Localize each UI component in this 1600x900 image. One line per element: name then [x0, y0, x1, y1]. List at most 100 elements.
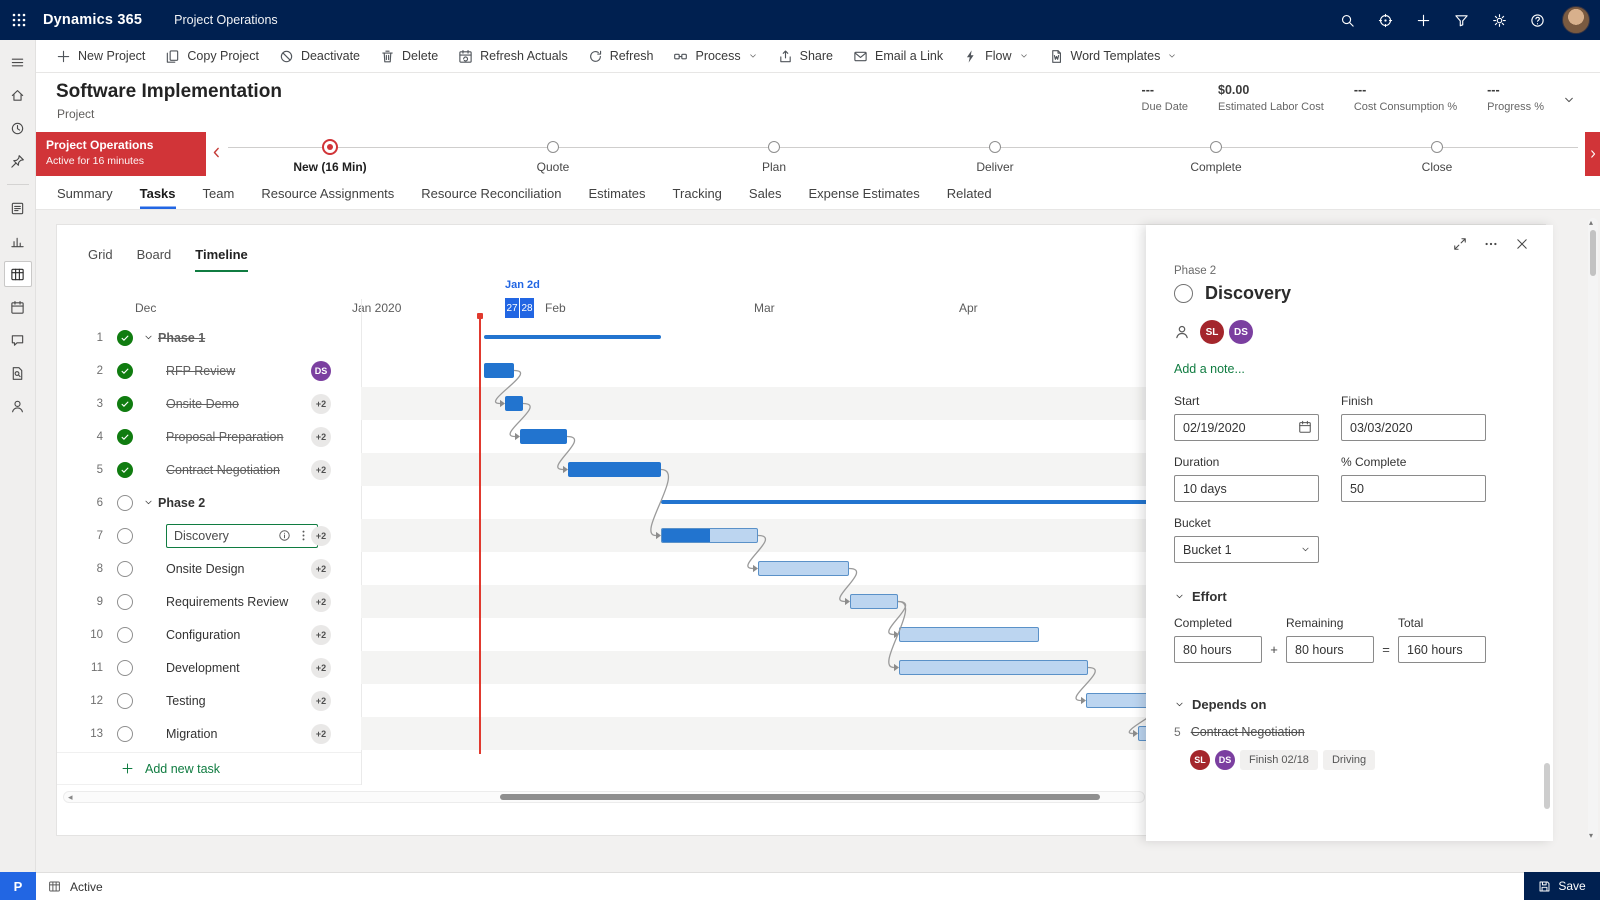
- bpf-stage-plan[interactable]: [768, 141, 780, 153]
- add-new-button[interactable]: [1404, 0, 1442, 40]
- tab-expense-estimates[interactable]: Expense Estimates: [808, 186, 920, 201]
- bpf-active-stage-badge[interactable]: Project Operations Active for 16 minutes: [36, 132, 206, 176]
- cmd-process[interactable]: Process: [663, 43, 767, 69]
- selected-task-box[interactable]: Discovery: [166, 523, 318, 548]
- task-grid-cell-requirements-review[interactable]: 9 Requirements Review +2: [57, 585, 361, 618]
- cmd-refresh-actuals[interactable]: Refresh Actuals: [448, 43, 578, 69]
- waffle-menu-icon[interactable]: [11, 12, 27, 28]
- assignee-avatar-ds[interactable]: DS: [1215, 750, 1235, 770]
- task-grid-cell-discovery[interactable]: 7 Discovery +2: [57, 519, 361, 552]
- scroll-left-arrow[interactable]: ◂: [68, 792, 73, 802]
- view-tab-board[interactable]: Board: [136, 247, 172, 262]
- task-status-circle[interactable]: [117, 560, 133, 577]
- assignee-avatar-ds[interactable]: DS: [1229, 320, 1253, 344]
- help-button[interactable]: [1518, 0, 1556, 40]
- tab-summary[interactable]: Summary: [57, 186, 113, 201]
- sidenav-item-home[interactable]: [4, 82, 32, 108]
- calendar-icon[interactable]: [1298, 420, 1312, 434]
- remaining-hours-input[interactable]: [1286, 636, 1374, 663]
- sidenav-item-dashboards[interactable]: [4, 228, 32, 254]
- sidenav-item-contacts[interactable]: [4, 393, 32, 419]
- settings-gear-button[interactable]: [1480, 0, 1518, 40]
- bpf-stage-quote[interactable]: [547, 141, 559, 153]
- gantt-bar-onsite-design[interactable]: [758, 561, 849, 576]
- gantt-bar-phase-2[interactable]: [661, 500, 1221, 504]
- start-date-input[interactable]: [1174, 414, 1319, 441]
- sidenav-item-approvals[interactable]: [4, 327, 32, 353]
- assignee-overflow-badge[interactable]: +2: [311, 723, 331, 744]
- cmd-word-templates[interactable]: Word Templates: [1039, 43, 1188, 69]
- tab-related[interactable]: Related: [946, 186, 992, 201]
- tab-tasks[interactable]: Tasks: [140, 186, 176, 209]
- brand[interactable]: Dynamics 365: [43, 12, 143, 28]
- assignee-overflow-badge[interactable]: +2: [311, 459, 331, 480]
- scroll-up-arrow[interactable]: ▴: [1589, 218, 1594, 227]
- bpf-stage-new-16-min[interactable]: [322, 139, 338, 155]
- cmd-delete[interactable]: Delete: [370, 43, 448, 69]
- tab-sales[interactable]: Sales: [748, 186, 782, 201]
- percent-complete-input[interactable]: [1341, 475, 1486, 502]
- bpf-stage-deliver[interactable]: [989, 141, 1001, 153]
- assignee-overflow-badge[interactable]: +2: [311, 690, 331, 711]
- tab-resource-assignments[interactable]: Resource Assignments: [261, 186, 395, 201]
- task-status-circle[interactable]: [117, 593, 133, 610]
- search-button[interactable]: [1328, 0, 1366, 40]
- guided-help-button[interactable]: [1366, 0, 1404, 40]
- finish-date-input[interactable]: [1341, 414, 1486, 441]
- expand-panel-icon[interactable]: [1453, 237, 1467, 251]
- gantt-bar-configuration[interactable]: [899, 627, 1039, 642]
- dependency-row[interactable]: 5 Contract Negotiation: [1174, 725, 1529, 739]
- assignee-overflow-badge[interactable]: +2: [311, 525, 331, 546]
- filter-button[interactable]: [1442, 0, 1480, 40]
- user-avatar[interactable]: [1562, 6, 1590, 34]
- tab-estimates[interactable]: Estimates: [588, 186, 646, 201]
- task-complete-check[interactable]: [117, 461, 133, 478]
- gantt-bar-onsite-demo[interactable]: [505, 396, 523, 411]
- bpf-next-stage-button[interactable]: [1585, 132, 1600, 176]
- effort-section-header[interactable]: Effort: [1174, 589, 1529, 604]
- assignee-overflow-badge[interactable]: +2: [311, 558, 331, 579]
- sidenav-item-schedule[interactable]: [4, 195, 32, 221]
- add-new-task-button[interactable]: Add new task: [57, 752, 361, 785]
- cmd-email-a-link[interactable]: Email a Link: [843, 43, 953, 69]
- cmd-flow[interactable]: Flow: [953, 43, 1038, 69]
- task-status-circle[interactable]: [117, 626, 133, 643]
- assignee-avatar-sl[interactable]: SL: [1200, 320, 1224, 344]
- sidenav-item-resource-requests[interactable]: [4, 360, 32, 386]
- horizontal-scrollbar[interactable]: ◂: [63, 791, 1145, 803]
- app-tile[interactable]: P: [0, 872, 36, 900]
- gantt-bar-proposal-preparation[interactable]: [520, 429, 567, 444]
- assignee-avatar[interactable]: DS: [311, 360, 331, 381]
- assignee-overflow-badge[interactable]: +2: [311, 426, 331, 447]
- task-status-circle[interactable]: [117, 659, 133, 676]
- collapse-header-icon[interactable]: [1562, 93, 1576, 107]
- tab-team[interactable]: Team: [202, 186, 235, 201]
- task-grid-cell-rfp-review[interactable]: 2 RFP Review DS: [57, 354, 361, 387]
- assignee-overflow-badge[interactable]: +2: [311, 393, 331, 414]
- bpf-stage-close[interactable]: [1431, 141, 1443, 153]
- task-status-circle[interactable]: [117, 527, 133, 544]
- cmd-refresh[interactable]: Refresh: [578, 43, 664, 69]
- task-grid-cell-onsite-demo[interactable]: 3 Onsite Demo +2: [57, 387, 361, 420]
- completed-hours-input[interactable]: [1174, 636, 1262, 663]
- tab-resource-reconciliation[interactable]: Resource Reconciliation: [421, 186, 562, 201]
- bucket-select[interactable]: Bucket 1: [1174, 536, 1319, 563]
- task-grid-cell-configuration[interactable]: 10 Configuration +2: [57, 618, 361, 651]
- assignee-overflow-badge[interactable]: +2: [311, 657, 331, 678]
- task-grid-cell-testing[interactable]: 12 Testing +2: [57, 684, 361, 717]
- sidenav-item-projects[interactable]: [3, 261, 32, 287]
- task-status-circle[interactable]: [1174, 284, 1193, 303]
- panel-scrollbar-thumb[interactable]: [1544, 763, 1550, 809]
- collapse-chevron-icon[interactable]: [143, 497, 154, 508]
- view-tab-grid[interactable]: Grid: [88, 247, 113, 262]
- cmd-new-project[interactable]: New Project: [46, 43, 155, 69]
- duration-input[interactable]: [1174, 475, 1319, 502]
- vertical-scrollbar[interactable]: ▴ ▾: [1588, 218, 1598, 840]
- task-grid-cell-phase-2[interactable]: 6 Phase 2: [57, 486, 361, 519]
- task-complete-check[interactable]: [117, 395, 133, 412]
- gantt-bar-rfp-review[interactable]: [484, 363, 514, 378]
- sidenav-item-recent[interactable]: [4, 115, 32, 141]
- task-grid-cell-proposal-preparation[interactable]: 4 Proposal Preparation +2: [57, 420, 361, 453]
- collapse-chevron-icon[interactable]: [143, 332, 154, 343]
- tab-tracking[interactable]: Tracking: [672, 186, 722, 201]
